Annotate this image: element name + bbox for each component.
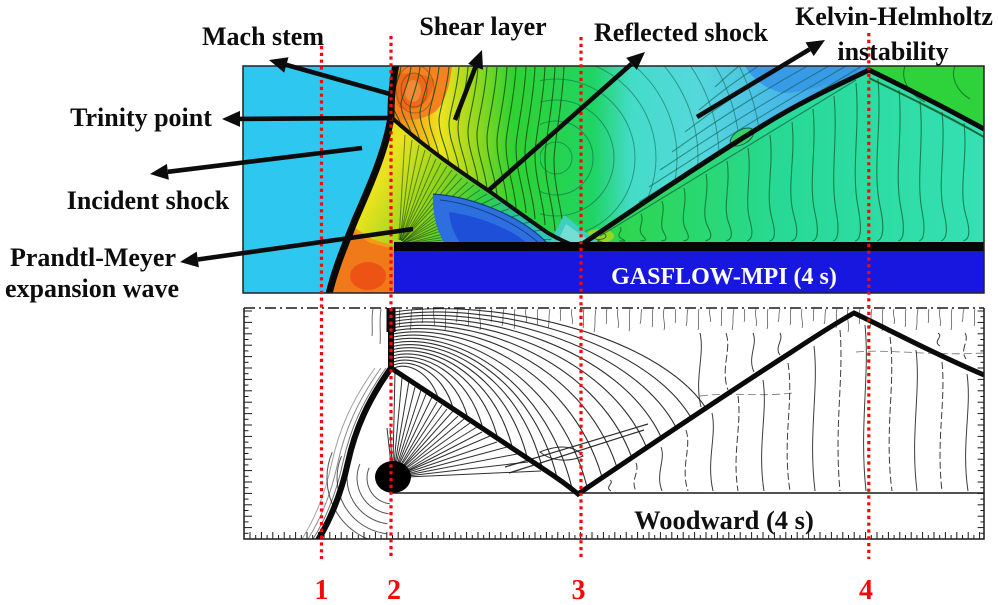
svg-text:Trinity point: Trinity point bbox=[70, 103, 212, 132]
svg-text:4: 4 bbox=[859, 575, 873, 605]
svg-text:expansion wave: expansion wave bbox=[5, 274, 179, 303]
svg-text:3: 3 bbox=[572, 575, 586, 605]
svg-text:Kelvin-Helmholtz: Kelvin-Helmholtz bbox=[795, 2, 993, 31]
svg-text:1: 1 bbox=[315, 575, 329, 605]
svg-text:Prandtl-Meyer: Prandtl-Meyer bbox=[10, 243, 176, 272]
svg-text:instability: instability bbox=[837, 37, 948, 66]
svg-text:2: 2 bbox=[387, 575, 401, 605]
svg-text:Shear layer: Shear layer bbox=[419, 12, 546, 41]
svg-text:GASFLOW-MPI (4 s): GASFLOW-MPI (4 s) bbox=[611, 264, 837, 290]
svg-text:Reflected shock: Reflected shock bbox=[594, 18, 769, 47]
svg-text:Woodward (4 s): Woodward (4 s) bbox=[634, 505, 814, 535]
svg-text:Mach stem: Mach stem bbox=[202, 22, 324, 51]
svg-text:Incident shock: Incident shock bbox=[67, 186, 230, 215]
